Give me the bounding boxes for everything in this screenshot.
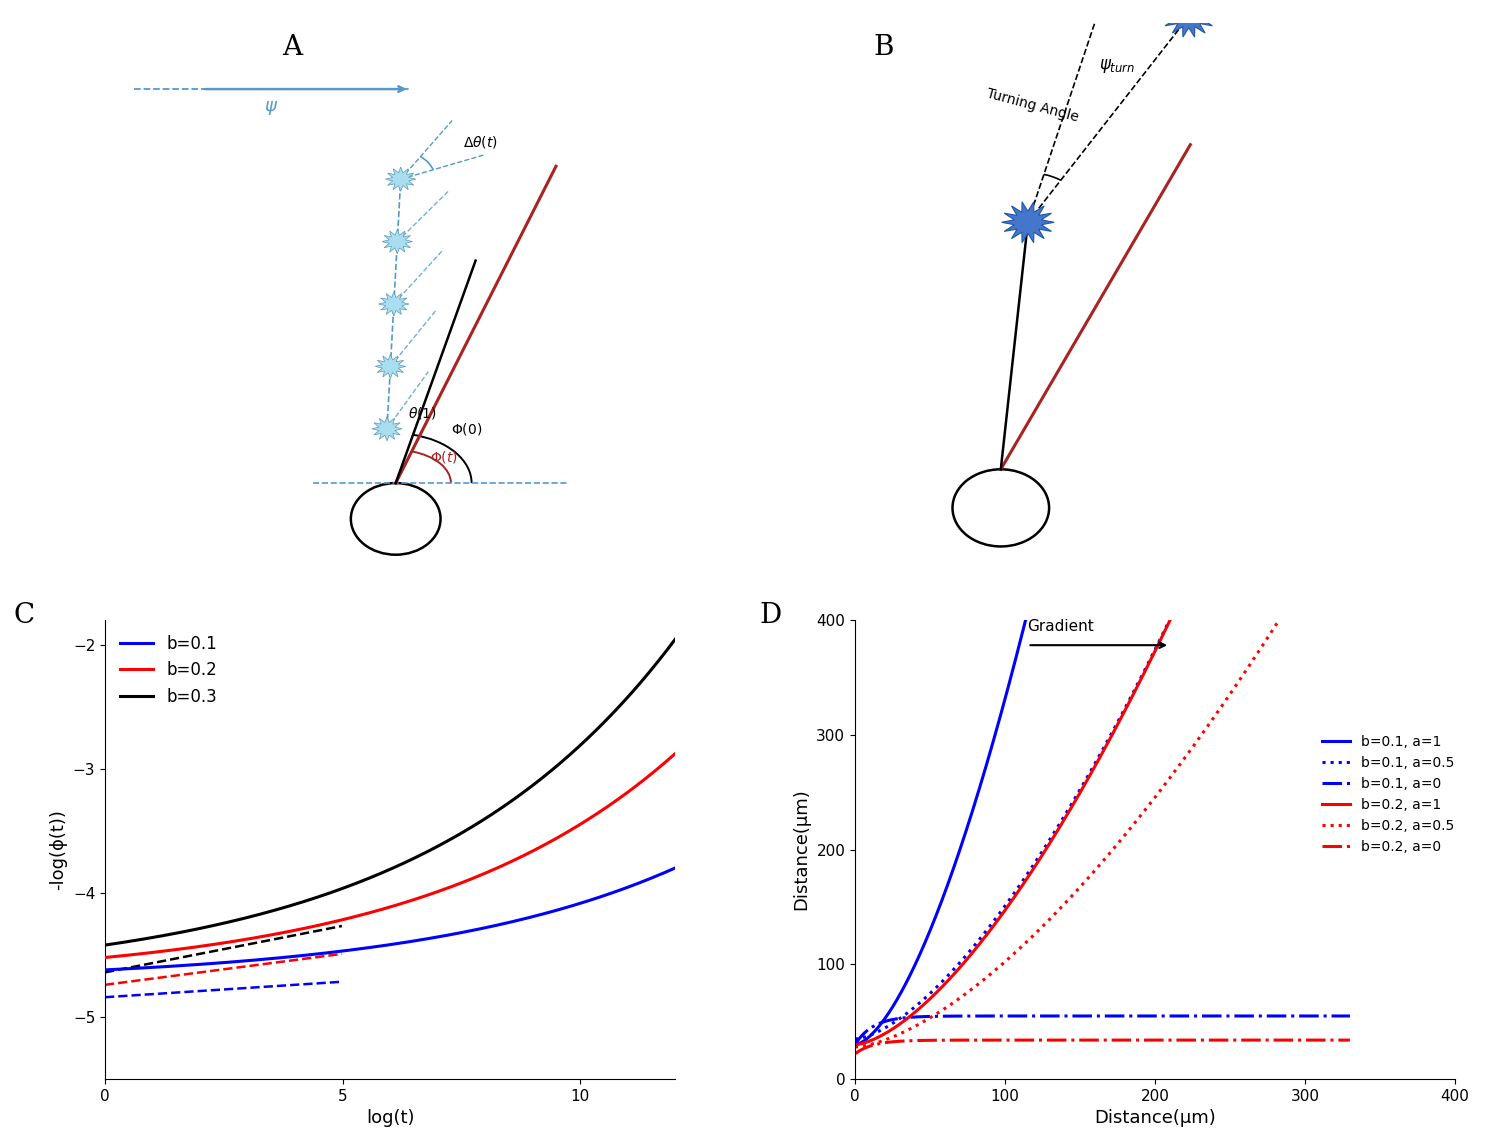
Y-axis label: -log(ϕ(t)): -log(ϕ(t)) — [50, 809, 68, 890]
X-axis label: Distance(μm): Distance(μm) — [1094, 1109, 1216, 1127]
Text: Gradient: Gradient — [1028, 619, 1094, 634]
Polygon shape — [386, 168, 416, 192]
Text: $\Phi(0)$: $\Phi(0)$ — [452, 421, 482, 437]
Polygon shape — [382, 230, 412, 254]
Legend: b=0.1, b=0.2, b=0.3: b=0.1, b=0.2, b=0.3 — [114, 628, 224, 712]
Polygon shape — [1002, 202, 1054, 242]
Text: $\theta(1)$: $\theta(1)$ — [408, 405, 436, 421]
Polygon shape — [1162, 0, 1215, 37]
Polygon shape — [372, 417, 402, 441]
Y-axis label: Distance(μm): Distance(μm) — [792, 789, 810, 910]
Text: $\psi_{turn}$: $\psi_{turn}$ — [1100, 56, 1136, 75]
Polygon shape — [375, 355, 405, 379]
Text: B: B — [873, 34, 894, 61]
Polygon shape — [378, 292, 410, 316]
Text: D: D — [759, 602, 782, 629]
Text: A: A — [282, 34, 303, 61]
Text: $\Delta\theta(t)$: $\Delta\theta(t)$ — [464, 133, 498, 149]
Text: $\psi$: $\psi$ — [264, 99, 279, 117]
X-axis label: log(t): log(t) — [366, 1109, 414, 1127]
Text: Turning Angle: Turning Angle — [986, 86, 1080, 124]
Text: C: C — [13, 602, 34, 629]
Legend: b=0.1, a=1, b=0.1, a=0.5, b=0.1, a=0, b=0.2, a=1, b=0.2, a=0.5, b=0.2, a=0: b=0.1, a=1, b=0.1, a=0.5, b=0.1, a=0, b=… — [1317, 729, 1460, 860]
Text: $\Phi(t)$: $\Phi(t)$ — [430, 449, 457, 465]
